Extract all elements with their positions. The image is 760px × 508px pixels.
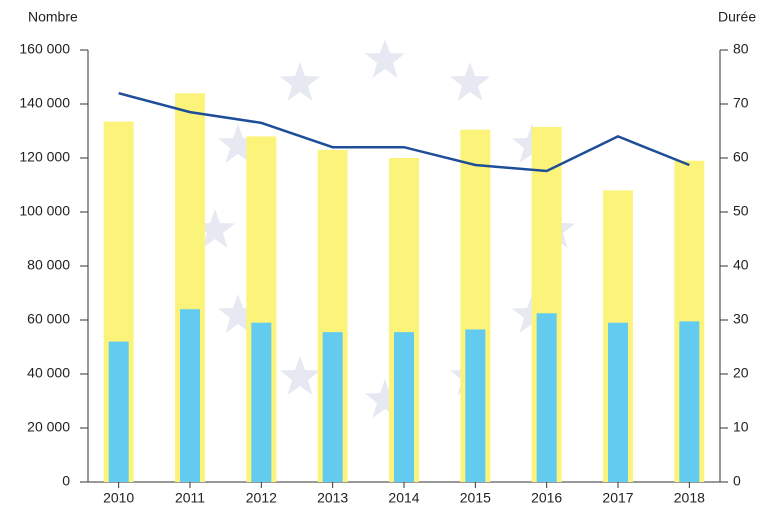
- y-tick-label: 60 000: [27, 311, 70, 327]
- x-tick-label: 2017: [602, 490, 633, 506]
- x-tick-label: 2010: [103, 490, 134, 506]
- x-tick-label: 2016: [531, 490, 562, 506]
- x-tick-label: 2013: [317, 490, 348, 506]
- x-tick-label: 2014: [388, 490, 419, 506]
- y-tick-label: 0: [62, 473, 70, 489]
- bar: [251, 322, 272, 482]
- y-tick-label: 80 000: [27, 257, 70, 273]
- x-tick-label: 2018: [674, 490, 705, 506]
- y2-axis-title: Durée: [718, 9, 756, 25]
- y2-tick-label: 60: [733, 149, 749, 165]
- x-tick-label: 2012: [246, 490, 277, 506]
- y2-tick-label: 10: [733, 419, 749, 435]
- y2-tick-label: 50: [733, 203, 749, 219]
- bar: [180, 309, 200, 482]
- bar: [608, 322, 628, 482]
- y-tick-label: 160 000: [19, 41, 70, 57]
- y-tick-label: 40 000: [27, 365, 70, 381]
- y2-tick-label: 40: [733, 257, 749, 273]
- bar: [465, 329, 486, 482]
- bar: [108, 341, 129, 482]
- x-tick-label: 2011: [175, 490, 205, 506]
- line: [118, 91, 690, 173]
- y2-tick-label: 20: [733, 365, 749, 381]
- y2-tick-label: 0: [733, 473, 741, 489]
- bar: [322, 332, 343, 482]
- y-tick-label: 20 000: [27, 419, 70, 435]
- y2-tick-label: 70: [733, 95, 749, 111]
- bar: [536, 313, 557, 482]
- y-tick-label: 120 000: [19, 149, 70, 165]
- y-tick-label: 140 000: [19, 95, 70, 111]
- y2-tick-label: 80: [733, 41, 749, 57]
- y2-tick-label: 30: [733, 311, 749, 327]
- bar: [394, 332, 414, 482]
- y-axis-title: Nombre: [28, 9, 78, 25]
- bar: [679, 321, 700, 482]
- y-tick-label: 100 000: [19, 203, 70, 219]
- x-tick-label: 2015: [460, 490, 491, 506]
